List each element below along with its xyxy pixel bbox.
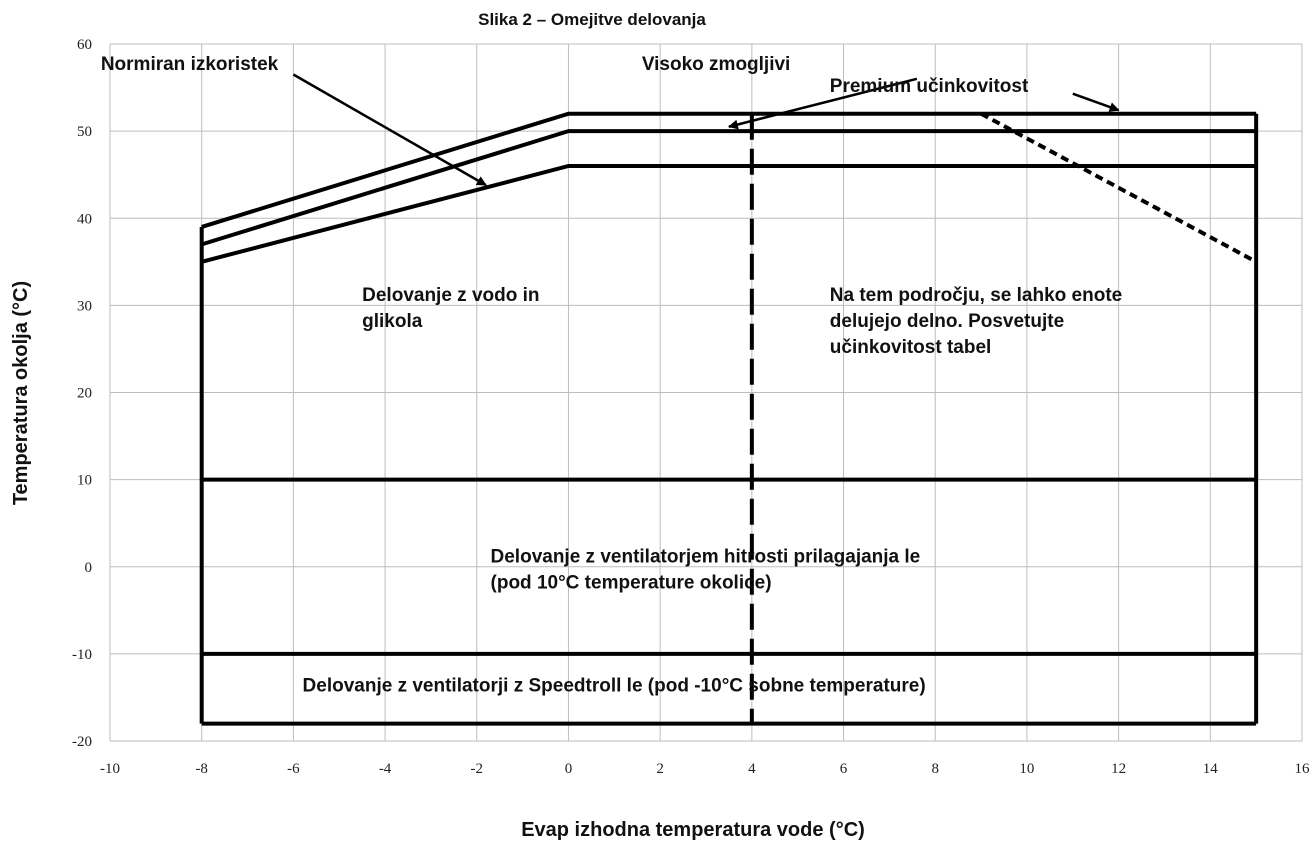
region-label: glikola bbox=[362, 311, 423, 332]
callout-arrow bbox=[727, 77, 918, 130]
tick-labels: -10 -8 -6 -4 -2 0 2 4 6 8 10 12 14 16-20-100102030405… bbox=[72, 37, 1310, 777]
region-label: delujejo delno. Posvetujte bbox=[830, 311, 1064, 332]
y-tick-label: 60 bbox=[77, 37, 92, 53]
x-tick-label: 14 bbox=[1203, 761, 1219, 777]
region-label: Delovanje z ventilatorji z Speedtroll le… bbox=[303, 675, 926, 696]
y-tick-label: 0 bbox=[85, 560, 93, 576]
x-tick-label: -2 bbox=[471, 761, 484, 777]
series-line bbox=[201, 163, 1257, 264]
x-tick-label: -6 bbox=[287, 761, 300, 777]
region-label: (pod 10°C temperature okolice) bbox=[491, 572, 772, 593]
x-tick-label: 6 bbox=[840, 761, 848, 777]
x-tick-label: -10 bbox=[100, 761, 120, 777]
series-lines bbox=[201, 111, 1257, 264]
callouts: Normiran izkoristek Visoko zmogljivi Premi… bbox=[101, 54, 1120, 187]
chart-title: Slika 2 – Omejitve delovanja bbox=[478, 10, 706, 29]
series-line bbox=[201, 129, 1257, 247]
y-tick-label: 50 bbox=[77, 124, 92, 140]
callout-arrow bbox=[292, 73, 487, 187]
y-tick-label: -20 bbox=[72, 734, 92, 750]
x-tick-label: 0 bbox=[565, 761, 573, 777]
callout-label: Normiran izkoristek bbox=[101, 54, 279, 75]
region-label: Na tem področju, se lahko enote bbox=[830, 285, 1122, 306]
callout-arrow bbox=[1072, 92, 1120, 112]
x-tick-label: 8 bbox=[931, 761, 939, 777]
x-tick-label: -4 bbox=[379, 761, 392, 777]
x-tick-label: 10 bbox=[1019, 761, 1034, 777]
region-labels: Delovanje z vodo in glikola Na tem področj… bbox=[303, 285, 1123, 696]
x-tick-label: 2 bbox=[656, 761, 664, 777]
y-tick-label: 20 bbox=[77, 386, 92, 402]
callout-label: Premium učinkovitost bbox=[830, 76, 1029, 97]
boundary-lines bbox=[199, 111, 1259, 726]
region-label: Delovanje z ventilatorjem hitrosti prila… bbox=[491, 546, 921, 567]
y-tick-label: 10 bbox=[77, 473, 92, 489]
region-label: Delovanje z vodo in bbox=[362, 285, 539, 306]
region-label: učinkovitost tabel bbox=[830, 337, 992, 358]
y-tick-label: 30 bbox=[77, 298, 92, 314]
x-tick-label: 12 bbox=[1111, 761, 1126, 777]
dotted-limit-line bbox=[980, 111, 1258, 264]
callout-label: Visoko zmogljivi bbox=[642, 54, 791, 75]
y-tick-label: 40 bbox=[77, 211, 92, 227]
series-line bbox=[201, 111, 1257, 229]
x-axis-title: Evap izhodna temperatura vode (°C) bbox=[521, 819, 865, 841]
x-tick-label: 16 bbox=[1295, 761, 1311, 777]
x-tick-label: -8 bbox=[195, 761, 208, 777]
grid bbox=[109, 43, 1303, 742]
x-tick-label: 4 bbox=[748, 761, 756, 777]
y-tick-label: -10 bbox=[72, 647, 92, 663]
y-axis-title: Temperatura okolja (°C) bbox=[10, 281, 32, 505]
